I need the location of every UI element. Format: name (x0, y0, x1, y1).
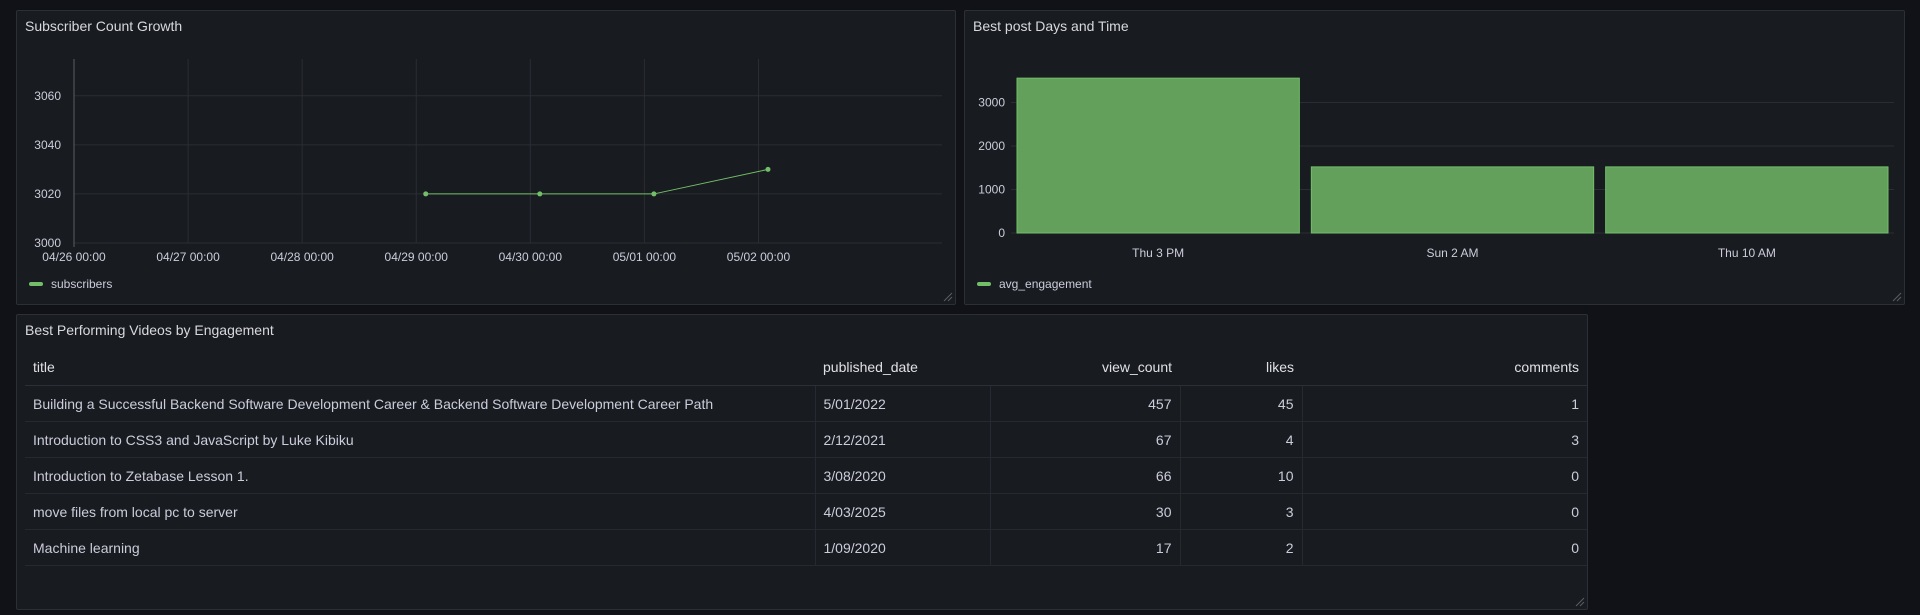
subscribers-data-point (423, 191, 429, 197)
cell-view-count: 67 (990, 421, 1181, 458)
table-row[interactable]: Introduction to Zetabase Lesson 1. 3/08/… (25, 457, 1587, 494)
legend-swatch (977, 282, 991, 286)
y-tick-label: 1000 (978, 183, 1005, 197)
cell-published-date: 5/01/2022 (815, 385, 991, 422)
x-category-label: Thu 3 PM (1132, 246, 1184, 260)
resize-handle-icon[interactable] (1892, 292, 1902, 302)
panel-title[interactable]: Best Performing Videos by Engagement (25, 322, 274, 338)
videos-table: title published_date view_count likes co… (25, 349, 1587, 566)
engagement-bar (1310, 166, 1595, 234)
subscribers-data-point (765, 166, 771, 172)
cell-likes: 2 (1180, 529, 1303, 566)
cell-view-count: 66 (990, 457, 1181, 494)
subscribers-data-point (537, 191, 543, 197)
resize-handle-icon[interactable] (943, 292, 953, 302)
cell-title: move files from local pc to server (25, 493, 816, 530)
x-tick-label: 05/01 00:00 (613, 250, 677, 264)
cell-comments: 0 (1302, 457, 1587, 494)
y-tick-label: 0 (998, 226, 1005, 240)
engagement-bar (1605, 166, 1889, 234)
panel-title[interactable]: Subscriber Count Growth (25, 18, 183, 34)
x-category-label: Sun 2 AM (1426, 246, 1478, 260)
cell-title: Introduction to Zetabase Lesson 1. (25, 457, 816, 494)
column-header-comments[interactable]: comments (1302, 349, 1587, 386)
cell-title: Machine learning (25, 529, 816, 566)
legend-label: avg_engagement (999, 277, 1092, 291)
x-tick-label: 04/27 00:00 (156, 250, 220, 264)
legend-subscribers[interactable]: subscribers (29, 277, 112, 291)
y-tick-label: 3060 (34, 89, 61, 103)
subscriber-growth-panel: Subscriber Count Growth 3000 3020 3040 3060… (16, 10, 956, 305)
x-tick-label: 04/26 00:00 (42, 250, 106, 264)
table-row[interactable]: Building a Successful Backend Software D… (25, 385, 1587, 422)
x-tick-label: 04/30 00:00 (499, 250, 563, 264)
cell-published-date: 2/12/2021 (815, 421, 991, 458)
cell-comments: 1 (1302, 385, 1587, 422)
table-row[interactable]: Machine learning 1/09/2020 17 2 0 (25, 529, 1587, 566)
column-header-title[interactable]: title (25, 349, 815, 386)
column-header-likes[interactable]: likes (1180, 349, 1302, 386)
x-tick-label: 04/28 00:00 (270, 250, 334, 264)
cell-title: Building a Successful Backend Software D… (25, 385, 816, 422)
y-tick-label: 3040 (34, 138, 61, 152)
y-tick-label: 3000 (978, 96, 1005, 110)
subscriber-line-chart[interactable]: 3000 3020 3040 3060 04/26 00:00 04/27 00:00 04… (17, 11, 957, 306)
cell-likes: 3 (1180, 493, 1303, 530)
column-header-published-date[interactable]: published_date (815, 349, 990, 386)
x-category-label: Thu 10 AM (1718, 246, 1776, 260)
cell-view-count: 30 (990, 493, 1181, 530)
engagement-bar (1016, 77, 1300, 234)
cell-view-count: 17 (990, 529, 1181, 566)
engagement-bar-chart[interactable]: 0 1000 2000 3000 Thu 3 PM Sun 2 AM Thu 10 AM (965, 11, 1906, 306)
cell-comments: 0 (1302, 529, 1587, 566)
cell-title: Introduction to CSS3 and JavaScript by L… (25, 421, 816, 458)
cell-published-date: 3/08/2020 (815, 457, 991, 494)
cell-comments: 0 (1302, 493, 1587, 530)
x-tick-label: 05/02 00:00 (727, 250, 791, 264)
y-tick-label: 3000 (34, 236, 61, 250)
y-tick-label: 3020 (34, 187, 61, 201)
panel-title[interactable]: Best post Days and Time (973, 18, 1129, 34)
x-tick-label: 04/29 00:00 (385, 250, 449, 264)
table-header-row: title published_date view_count likes co… (25, 349, 1587, 386)
cell-likes: 10 (1180, 457, 1303, 494)
cell-view-count: 457 (990, 385, 1181, 422)
table-row[interactable]: move files from local pc to server 4/03/… (25, 493, 1587, 530)
column-header-view-count[interactable]: view_count (990, 349, 1180, 386)
best-videos-panel: Best Performing Videos by Engagement tit… (16, 314, 1588, 610)
subscribers-data-point (651, 191, 657, 197)
y-tick-label: 2000 (978, 139, 1005, 153)
legend-swatch (29, 282, 43, 286)
cell-comments: 3 (1302, 421, 1587, 458)
legend-label: subscribers (51, 277, 113, 291)
cell-likes: 4 (1180, 421, 1303, 458)
legend-avg-engagement[interactable]: avg_engagement (977, 277, 1092, 291)
subscribers-series-line (425, 168, 769, 195)
best-post-times-panel: Best post Days and Time 0 1000 2000 3000 Thu… (964, 10, 1905, 305)
table-row[interactable]: Introduction to CSS3 and JavaScript by L… (25, 421, 1587, 458)
cell-likes: 45 (1180, 385, 1303, 422)
cell-published-date: 1/09/2020 (815, 529, 991, 566)
cell-published-date: 4/03/2025 (815, 493, 991, 530)
resize-handle-icon[interactable] (1575, 597, 1585, 607)
